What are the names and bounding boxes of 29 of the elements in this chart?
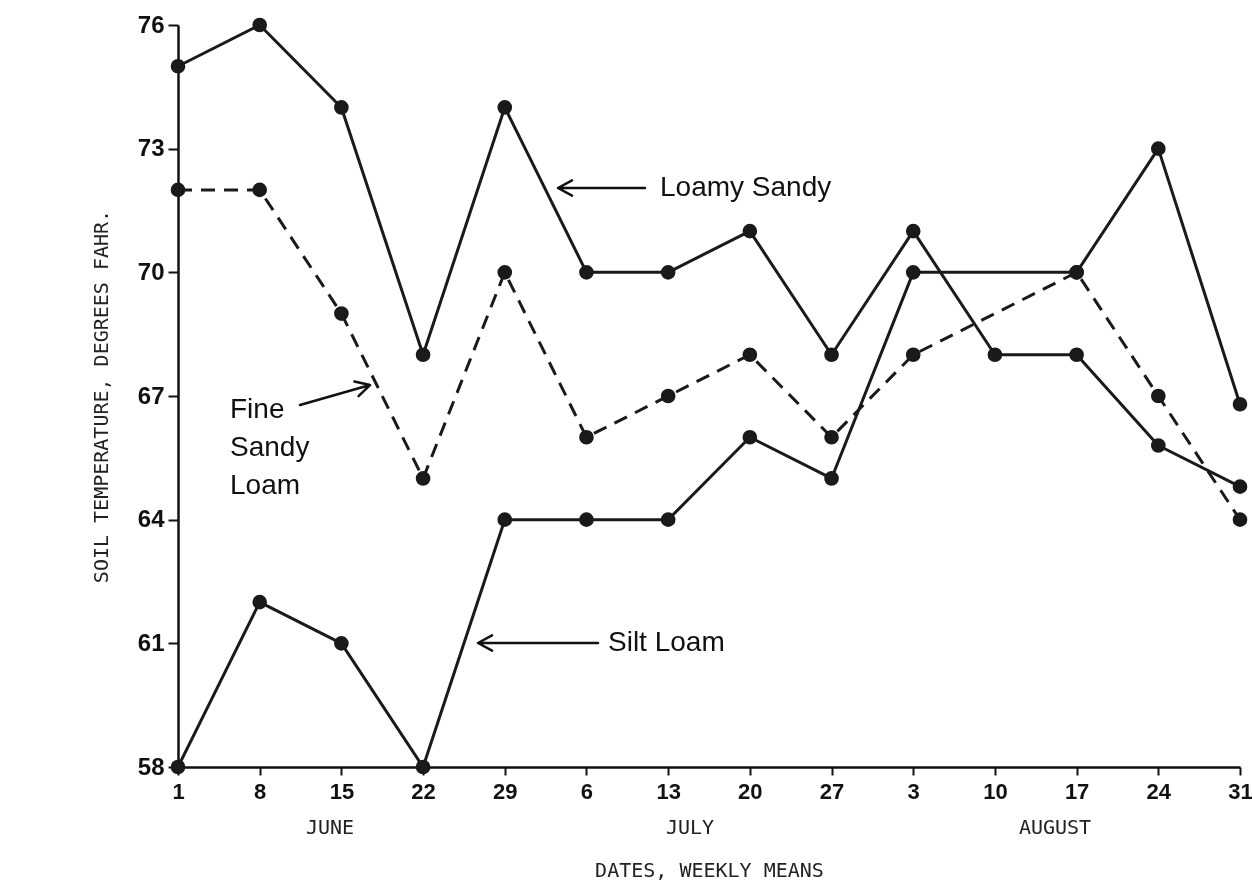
y-axis-title: SOIL TEMPERATURE, DEGREES FAHR.	[88, 209, 113, 584]
y-tick-label: 64	[137, 505, 166, 533]
x-tick-label: 13	[656, 778, 681, 804]
x-tick-label: 8	[254, 778, 267, 804]
x-tick-label: 10	[983, 778, 1008, 804]
text: JULY	[665, 815, 715, 839]
x-tick-label: 17	[1064, 778, 1090, 804]
x-tick-label: 22	[411, 778, 436, 804]
text: JUNE	[305, 815, 355, 839]
x-tick-label: 27	[819, 778, 845, 804]
text: AUGUST	[1018, 815, 1092, 839]
legend-label: Loamy Sandy	[660, 171, 832, 202]
y-tick-label: 73	[137, 134, 165, 162]
x-tick-label: 15	[329, 778, 355, 804]
x-tick-label: 31	[1228, 778, 1252, 804]
x-axis-title: DATES, WEEKLY MEANS	[595, 857, 824, 882]
y-tick-label: 58	[137, 752, 165, 780]
x-tick-label: 1	[172, 778, 185, 804]
y-tick-label: 70	[137, 257, 165, 285]
text: Fine Sandy Loam	[230, 393, 310, 500]
y-tick-label: 67	[137, 381, 165, 409]
y-tick-label: 76	[137, 10, 165, 38]
x-tick-label: 6	[580, 778, 594, 804]
y-tick-label: 61	[137, 628, 165, 656]
x-tick-label: 3	[907, 778, 920, 804]
x-tick-label: 29	[493, 778, 518, 804]
legend-label: Silt Loam	[608, 626, 725, 657]
x-tick-label: 20	[738, 778, 763, 804]
x-tick-label: 24	[1146, 778, 1172, 804]
